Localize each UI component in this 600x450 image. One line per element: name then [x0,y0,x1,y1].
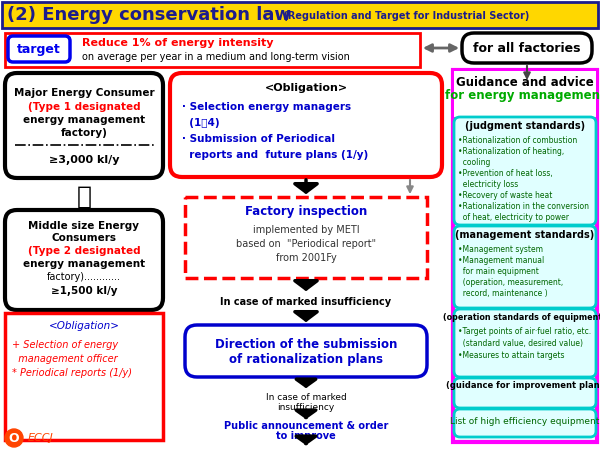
Text: insufficiency: insufficiency [277,404,335,413]
Text: •Prevention of heat loss,: •Prevention of heat loss, [458,169,553,178]
Text: (2) Energy conservation law: (2) Energy conservation law [7,6,291,24]
FancyBboxPatch shape [5,73,163,178]
Text: factory): factory) [61,128,107,138]
Text: (1＄4): (1＄4) [182,118,220,128]
Text: •Rationalization of combustion: •Rationalization of combustion [458,136,577,145]
Text: •Management manual: •Management manual [458,256,544,265]
Text: for all factories: for all factories [473,41,581,54]
Text: Guidance and advice: Guidance and advice [456,76,594,90]
Text: (operation, measurement,: (operation, measurement, [458,278,563,287]
Circle shape [5,429,23,447]
Bar [454,71,596,117]
FancyBboxPatch shape [185,325,427,377]
Text: ≥1,500 kl/y: ≥1,500 kl/y [51,286,117,296]
Text: record, maintenance ): record, maintenance ) [458,289,548,298]
Text: + Selection of energy: + Selection of energy [12,340,118,350]
Text: based on  "Periodical report": based on "Periodical report" [236,239,376,249]
Text: of heat, electricity to power: of heat, electricity to power [458,213,569,222]
Text: (Type 1 designated: (Type 1 designated [28,102,140,112]
Text: •Target points of air·fuel ratio, etc.: •Target points of air·fuel ratio, etc. [458,327,591,336]
Text: ≥3,000 kl/y: ≥3,000 kl/y [49,155,119,165]
Text: management officer: management officer [12,354,118,364]
Text: Major Energy Consumer: Major Energy Consumer [14,88,154,98]
Text: on average per year in a medium and long-term vision: on average per year in a medium and long… [82,52,350,62]
Text: <Obligation>: <Obligation> [265,83,347,93]
Text: (Regulation and Target for Industrial Sector): (Regulation and Target for Industrial Se… [280,11,529,21]
Text: factory)............: factory)............ [47,272,121,282]
Text: for energy management: for energy management [445,90,600,103]
Text: <Obligation>: <Obligation> [49,321,119,331]
Text: List of high efficiency equipment: List of high efficiency equipment [451,418,599,427]
Bar [453,70,597,442]
Text: O: O [8,432,19,445]
Text: from 2001Fy: from 2001Fy [275,253,337,263]
FancyBboxPatch shape [454,409,596,437]
Text: energy management: energy management [23,259,145,269]
Text: •Rationalization of heating,: •Rationalization of heating, [458,147,564,156]
Text: implemented by METI: implemented by METI [253,225,359,235]
Text: Middle size Energy: Middle size Energy [29,221,139,231]
Text: · Selection energy managers: · Selection energy managers [182,102,351,112]
Text: Reduce 1% of energy intensity: Reduce 1% of energy intensity [82,38,274,48]
Text: In case of marked insufficiency: In case of marked insufficiency [220,297,392,307]
Text: (standard value, desired value): (standard value, desired value) [458,339,583,348]
FancyBboxPatch shape [462,33,592,63]
Text: •Measures to attain targets: •Measures to attain targets [458,351,565,360]
Text: •Rationalization in the conversion: •Rationalization in the conversion [458,202,589,211]
FancyBboxPatch shape [5,210,163,310]
Text: * Periodical reports (1/y): * Periodical reports (1/y) [12,368,132,378]
Text: for main equipment: for main equipment [458,267,539,276]
Text: (guidance for improvement plan): (guidance for improvement plan) [446,381,600,390]
Text: ECCJ: ECCJ [28,433,54,443]
Bar [5,33,420,67]
FancyBboxPatch shape [454,226,596,308]
Text: energy management: energy management [23,115,145,125]
FancyBboxPatch shape [8,36,70,62]
Bar [2,2,598,28]
Text: Direction of the submission: Direction of the submission [215,338,397,351]
Text: Consumers: Consumers [52,233,116,243]
Text: Public announcement & order: Public announcement & order [224,421,388,431]
Text: (judgment standards): (judgment standards) [465,121,585,131]
Text: Factory inspection: Factory inspection [245,204,367,217]
Text: •Management system: •Management system [458,245,543,254]
Text: ➕: ➕ [77,185,91,209]
Text: to improve: to improve [276,431,336,441]
Text: of rationalization plans: of rationalization plans [229,354,383,366]
FancyBboxPatch shape [454,117,596,225]
Text: (operation standards of equipments: (operation standards of equipments [443,312,600,321]
Text: •Recovery of waste heat: •Recovery of waste heat [458,191,553,200]
Text: target: target [17,42,61,55]
Text: cooling: cooling [458,158,490,167]
Text: electricity loss: electricity loss [458,180,518,189]
Bar [185,197,427,278]
Text: In case of marked: In case of marked [266,392,346,401]
Text: (Type 2 designated: (Type 2 designated [28,246,140,256]
Text: (management standards): (management standards) [455,230,595,240]
FancyBboxPatch shape [454,309,596,377]
FancyBboxPatch shape [170,73,442,177]
Bar [5,313,163,440]
Text: reports and  future plans (1/y): reports and future plans (1/y) [182,150,368,160]
FancyBboxPatch shape [454,378,596,408]
Text: · Submission of Periodical: · Submission of Periodical [182,134,335,144]
